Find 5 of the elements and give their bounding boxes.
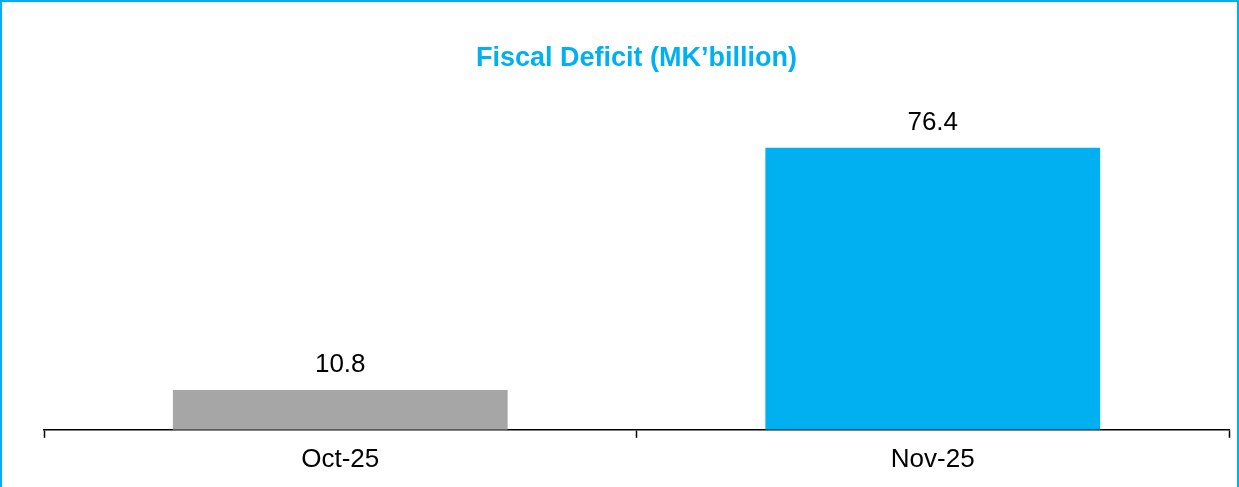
data-label: 10.8 [314,348,366,379]
data-label: 76.4 [907,105,959,136]
x-tick-label: Oct-25 [301,442,380,473]
x-tick-label: Nov-25 [890,442,975,473]
chart-title: Fiscal Deficit (MK’billion) [475,41,798,72]
